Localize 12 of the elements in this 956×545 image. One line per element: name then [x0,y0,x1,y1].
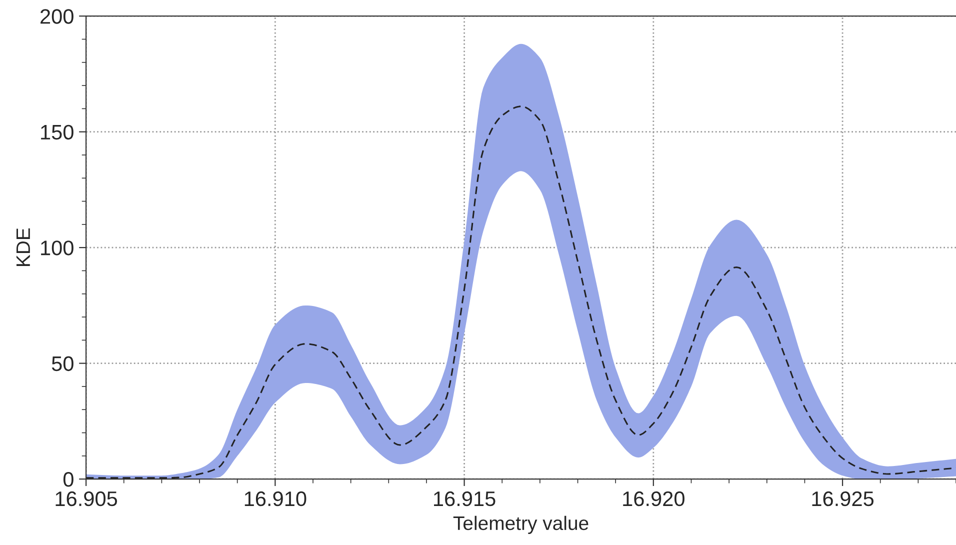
y-tick-label: 200 [40,9,74,24]
x-tick-label: 16.905 [56,491,118,506]
y-axis-title: KDE [16,228,30,266]
x-tick-label: 16.915 [434,491,496,506]
y-tick-label: 0 [63,472,74,487]
x-axis-title: Telemetry value [453,516,588,534]
x-tick-label: 16.925 [812,491,874,506]
y-tick-label: 100 [41,240,74,256]
y-tick-label: 50 [52,356,74,372]
y-tick-label: 150 [41,124,74,140]
x-tick-label: 16.910 [244,491,306,506]
x-tick-label: 16.920 [623,491,684,506]
